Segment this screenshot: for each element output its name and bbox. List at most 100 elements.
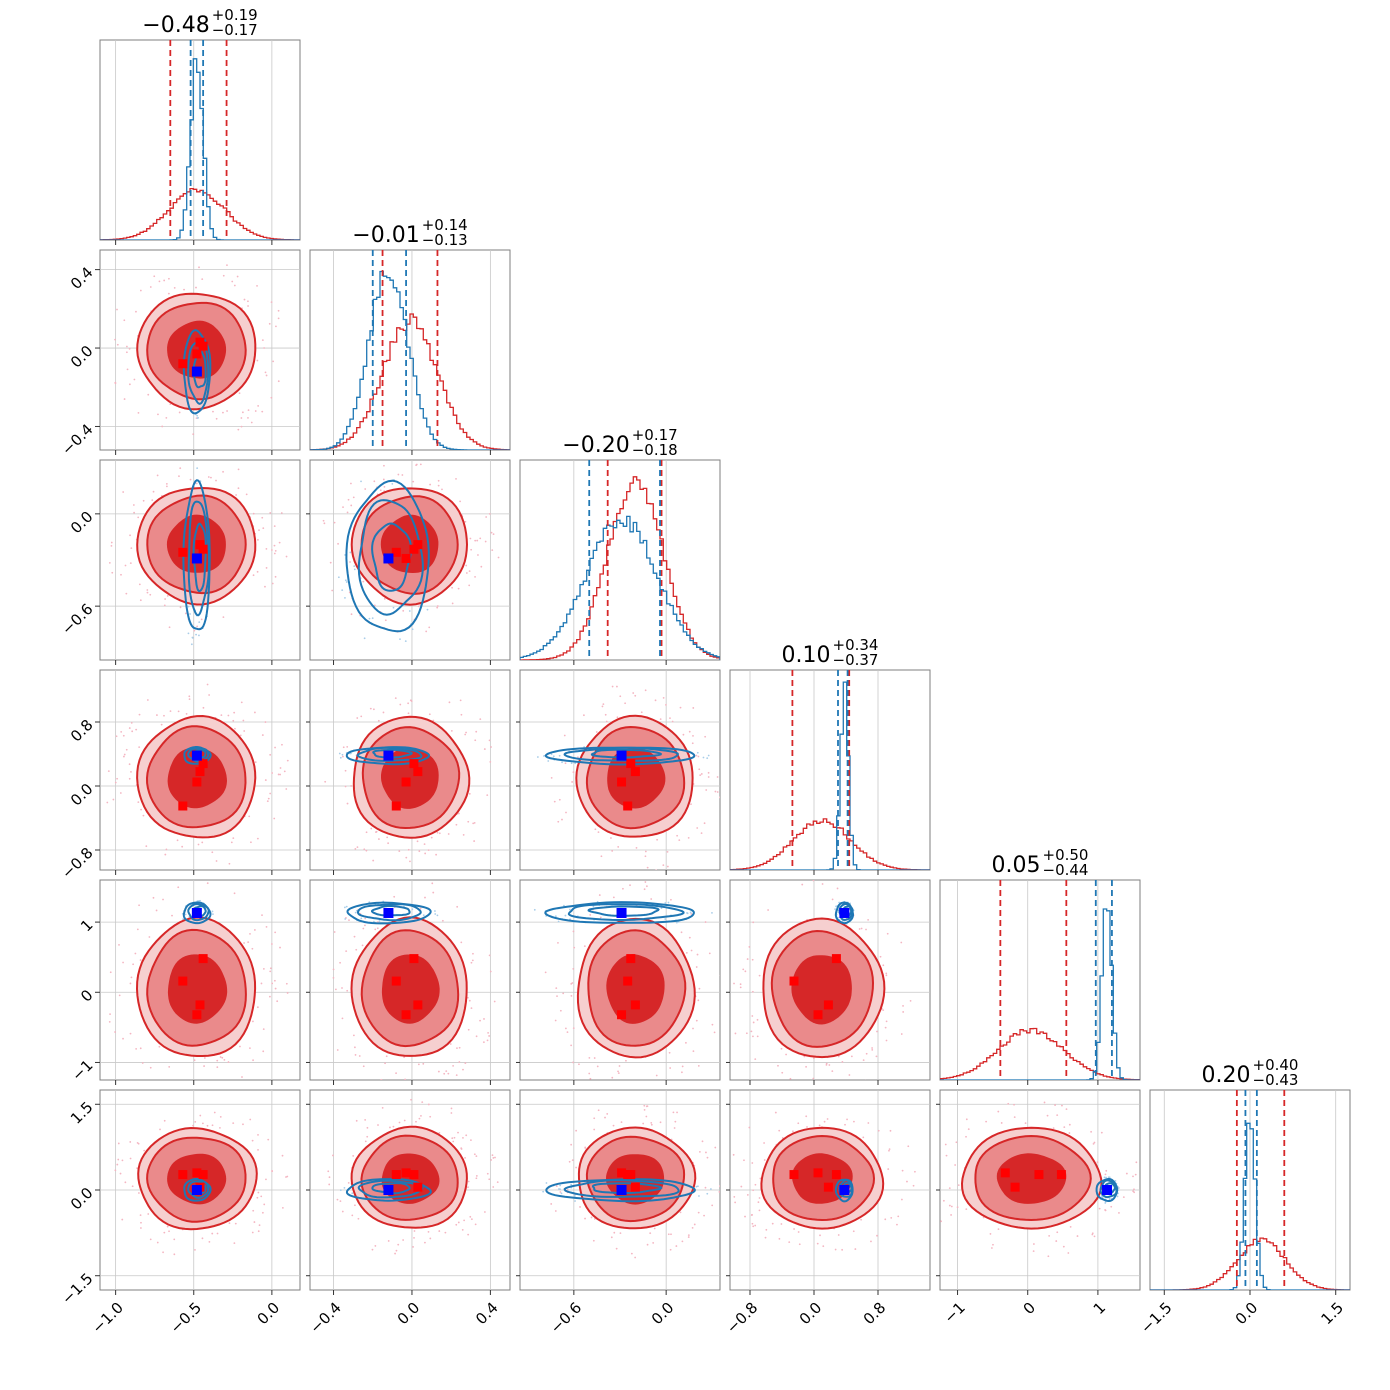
red-sample-point [407, 702, 410, 705]
blue-sample-point [1116, 1195, 1119, 1198]
red-sample-point [139, 959, 142, 961]
red-sample-point [752, 1189, 755, 1192]
red-sample-point [173, 286, 176, 289]
red-sample-point [1105, 1169, 1108, 1172]
red-sample-point [136, 1167, 138, 1170]
red-marker [192, 1168, 202, 1178]
blue-sample-point [368, 617, 371, 620]
red-sample-point [215, 860, 218, 862]
red-sample-point [754, 1224, 757, 1227]
red-sample-point [273, 525, 276, 528]
red-sample-point [751, 958, 754, 961]
blue-contour [567, 903, 685, 921]
red-sample-point [436, 831, 439, 834]
red-sample-point [147, 1213, 150, 1215]
red-sample-point [1047, 1255, 1050, 1258]
red-sample-point [616, 716, 619, 719]
red-sample-point [450, 1112, 453, 1114]
red-sample-point [697, 1064, 700, 1067]
red-sample-point [107, 770, 110, 773]
red-sample-point [655, 869, 658, 870]
panel-5-3 [730, 1090, 930, 1290]
red-sample-point [669, 1067, 672, 1069]
red-sample-point [361, 944, 364, 947]
red-sample-point [146, 589, 149, 591]
red-sample-point [492, 1186, 495, 1188]
red-sample-point [341, 1210, 344, 1213]
red-sample-point [364, 1140, 367, 1143]
blue-sample-point [545, 1182, 548, 1184]
blue-histogram [100, 58, 300, 240]
red-sample-point [611, 1076, 614, 1079]
red-sample-point [221, 1056, 224, 1059]
red-sample-point [135, 1047, 138, 1050]
red-sample-point [479, 537, 482, 540]
red-sample-point [399, 703, 402, 706]
blue-sample-point [660, 907, 663, 910]
red-sample-point [257, 1230, 260, 1233]
red-sample-point [227, 1061, 230, 1063]
red-sample-point [763, 1159, 766, 1161]
red-sample-point [570, 983, 573, 985]
red-sample-point [178, 475, 180, 478]
red-sample-point [884, 1026, 887, 1029]
panel-2-0 [100, 460, 300, 660]
red-sample-point [1032, 1250, 1035, 1253]
red-histogram [520, 476, 720, 660]
blue-sample-point [434, 910, 436, 912]
red-sample-point [594, 828, 597, 831]
red-sample-point [269, 995, 271, 998]
red-sample-point [117, 1158, 120, 1161]
red-sample-point [355, 948, 358, 951]
red-sample-point [166, 1225, 169, 1228]
red-marker [413, 767, 423, 777]
red-sample-point [831, 1070, 834, 1073]
red-marker [401, 1010, 411, 1020]
red-sample-point [211, 851, 214, 854]
red-sample-point [822, 1245, 825, 1248]
red-sample-point [192, 1124, 194, 1127]
y-tick-label: −1 [68, 1056, 96, 1084]
red-sample-point [483, 1211, 486, 1213]
blue-marker [383, 907, 394, 918]
red-sample-point [151, 499, 154, 502]
red-sample-point [447, 1072, 450, 1075]
red-sample-point [419, 907, 422, 910]
red-sample-point [269, 792, 272, 795]
red-sample-point [491, 1154, 494, 1157]
red-sample-point [110, 544, 113, 547]
red-sample-point [451, 602, 454, 605]
red-sample-point [896, 1223, 898, 1226]
red-sample-point [238, 392, 241, 395]
red-sample-point [163, 604, 166, 607]
red-sample-point [242, 1123, 244, 1126]
red-sample-point [416, 840, 419, 843]
red-sample-point [491, 549, 494, 552]
red-sample-point [395, 1072, 397, 1075]
red-sample-point [279, 946, 281, 949]
red-sample-point [758, 1197, 761, 1199]
red-sample-point [644, 855, 647, 858]
red-sample-point [812, 1077, 815, 1080]
red-sample-point [249, 932, 251, 935]
red-sample-point [346, 745, 349, 748]
blue-sample-point [543, 755, 545, 757]
blue-sample-point [349, 752, 352, 755]
red-sample-point [373, 480, 376, 483]
red-sample-point [693, 1223, 696, 1226]
red-sample-point [263, 1203, 266, 1206]
red-sample-point [257, 538, 259, 541]
red-marker [623, 976, 633, 986]
red-sample-point [610, 1236, 613, 1239]
red-sample-point [341, 1017, 344, 1020]
blue-marker [191, 553, 202, 564]
red-sample-point [349, 561, 351, 563]
red-sample-point [465, 572, 468, 574]
red-sample-point [455, 823, 458, 826]
red-sample-point [477, 554, 479, 556]
red-sample-point [703, 1214, 705, 1217]
red-sample-point [876, 1234, 878, 1237]
red-sample-point [337, 542, 339, 545]
red-sample-point [751, 990, 754, 993]
red-sample-point [798, 1243, 801, 1246]
